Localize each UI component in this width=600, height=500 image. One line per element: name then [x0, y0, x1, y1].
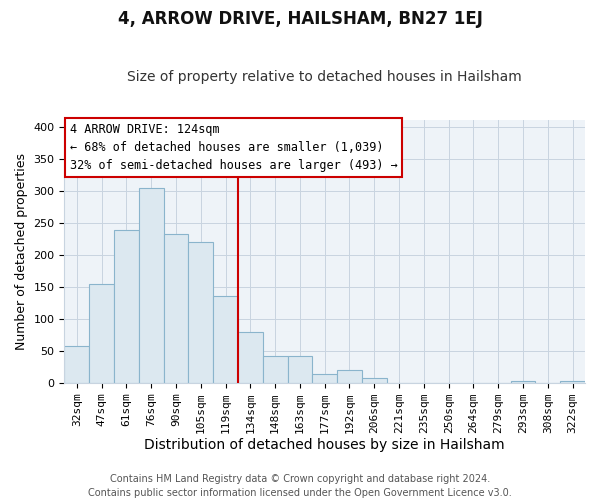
Bar: [213, 296, 238, 382]
Text: 4, ARROW DRIVE, HAILSHAM, BN27 1EJ: 4, ARROW DRIVE, HAILSHAM, BN27 1EJ: [118, 10, 482, 28]
Bar: [188, 242, 213, 382]
Bar: [64, 346, 89, 382]
Bar: [139, 188, 164, 382]
Bar: [114, 230, 139, 382]
Bar: [337, 370, 362, 382]
Y-axis label: Number of detached properties: Number of detached properties: [15, 153, 28, 350]
Bar: [263, 356, 287, 382]
Bar: [164, 234, 188, 382]
Bar: [560, 381, 585, 382]
Text: 4 ARROW DRIVE: 124sqm
← 68% of detached houses are smaller (1,039)
32% of semi-d: 4 ARROW DRIVE: 124sqm ← 68% of detached …: [70, 123, 397, 172]
Bar: [238, 332, 263, 382]
Bar: [511, 381, 535, 382]
Bar: [362, 378, 386, 382]
Bar: [89, 284, 114, 382]
Bar: [287, 356, 313, 382]
X-axis label: Distribution of detached houses by size in Hailsham: Distribution of detached houses by size …: [145, 438, 505, 452]
Bar: [313, 374, 337, 382]
Title: Size of property relative to detached houses in Hailsham: Size of property relative to detached ho…: [127, 70, 522, 85]
Text: Contains HM Land Registry data © Crown copyright and database right 2024.
Contai: Contains HM Land Registry data © Crown c…: [88, 474, 512, 498]
